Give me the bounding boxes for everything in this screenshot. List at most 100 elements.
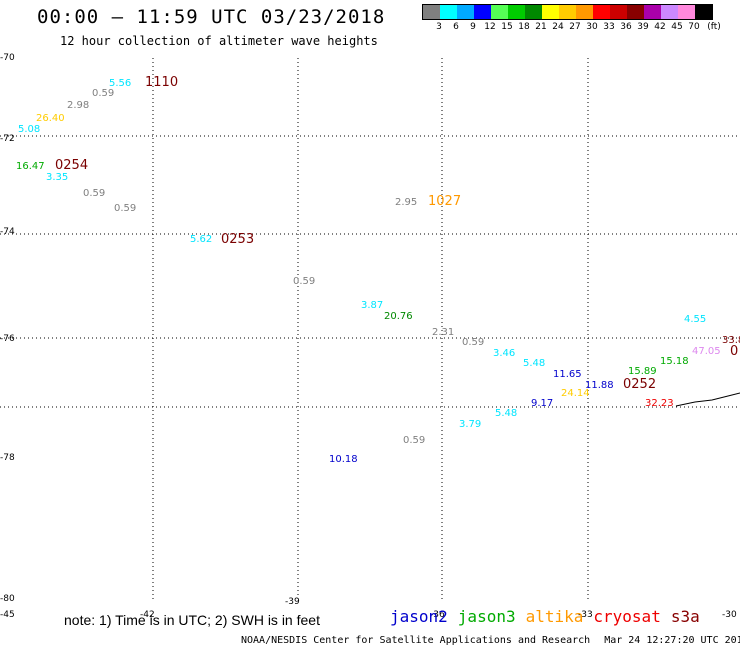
- data-point-label: 5.62: [190, 234, 212, 245]
- data-point-label: 11.88: [585, 380, 614, 391]
- legend-swatch: [593, 5, 610, 19]
- data-point-label: 4.55: [684, 314, 706, 325]
- legend-label: 9: [470, 22, 476, 32]
- legend-label: 3: [436, 22, 442, 32]
- legend-labels: 3 6 9 12 15 18 21 24 27 30 33 36 39 42 45 70 (ft): [422, 20, 721, 34]
- data-point-label: 15.18: [660, 356, 689, 367]
- legend-swatch: [508, 5, 525, 19]
- credit-text: NOAA/NESDIS Center for Satellite Applica…: [241, 635, 591, 646]
- data-point-label: 10.18: [329, 454, 358, 465]
- legend-label: 45: [671, 22, 683, 32]
- data-point-label: 5.48: [495, 408, 517, 419]
- data-point-label: 1027: [428, 194, 461, 209]
- data-point-label: 0252: [623, 377, 656, 392]
- lon-tick-label: -33: [578, 610, 593, 620]
- color-legend: 3 6 9 12 15 18 21 24 27 30 33 36 39 42 45 70 (ft): [422, 4, 721, 34]
- lat-tick-label: -78: [0, 453, 15, 463]
- data-point-label: 0: [730, 344, 738, 359]
- credit-line: NOAA/NESDIS Center for Satellite Applica…: [241, 635, 740, 646]
- data-point-label: 5.56: [109, 78, 131, 89]
- legend-swatch: [491, 5, 508, 19]
- data-point-label: 2.95: [395, 197, 417, 208]
- data-point-label: 0.59: [462, 337, 484, 348]
- lon-tick-label: -36: [430, 610, 445, 620]
- data-point-label: 3.35: [46, 172, 68, 183]
- legend-swatch: [644, 5, 661, 19]
- coastline: [675, 392, 740, 407]
- data-point-label: 9.17: [531, 398, 553, 409]
- data-point-label: 32.23: [645, 398, 674, 409]
- satellite-jason3: jason3: [457, 607, 516, 626]
- satellite-altika: altika: [525, 607, 584, 626]
- lat-tick-label: -80: [0, 594, 15, 604]
- legend-label: 12: [484, 22, 496, 32]
- legend-label: 18: [518, 22, 530, 32]
- timestamp: Mar 24 12:27:20 UTC 2018: [604, 635, 740, 646]
- legend-label: 39: [637, 22, 649, 32]
- data-point-label: 15.89: [628, 366, 657, 377]
- data-point-label: 26.40: [36, 113, 65, 124]
- data-point-label: 0.59: [92, 88, 114, 99]
- data-point-label: 0.59: [83, 188, 105, 199]
- lat-tick-label: -70: [0, 53, 15, 63]
- legend-swatch: [610, 5, 627, 19]
- satellite-legend: jason2 jason3 altika cryosat s3a: [390, 607, 710, 626]
- satellite-cryosat: cryosat: [593, 607, 661, 626]
- lat-tick-label: -72: [0, 134, 15, 144]
- legend-label: 70: [688, 22, 700, 32]
- lon-tick-label: -42: [140, 610, 155, 620]
- note-text: note: 1) Time is in UTC; 2) SWH is in fe…: [64, 612, 320, 628]
- legend-swatch: [440, 5, 457, 19]
- legend-swatch: [678, 5, 695, 19]
- legend-label: 30: [586, 22, 598, 32]
- data-point-label: 20.76: [384, 311, 413, 322]
- legend-label: 15: [501, 22, 513, 32]
- legend-swatch: [423, 5, 440, 19]
- data-point-label: 2.31: [432, 327, 454, 338]
- legend-swatch: [695, 5, 712, 19]
- legend-swatch: [661, 5, 678, 19]
- data-point-label: 2.98: [67, 100, 89, 111]
- legend-label: 42: [654, 22, 666, 32]
- legend-swatch: [542, 5, 559, 19]
- data-point-label: 0.59: [114, 203, 136, 214]
- lon-tick-label: -45: [0, 610, 15, 620]
- lon-tick-label: -30: [722, 610, 737, 620]
- data-point-label: 0.59: [293, 276, 315, 287]
- legend-label: 21: [535, 22, 547, 32]
- data-point-label: 47.05: [692, 346, 721, 357]
- legend-label: 36: [620, 22, 632, 32]
- data-point-label: 5.08: [18, 124, 40, 135]
- legend-swatches: [422, 4, 713, 20]
- legend-swatch: [559, 5, 576, 19]
- lat-tick-label: -76: [0, 334, 15, 344]
- chart-subtitle: 12 hour collection of altimeter wave hei…: [60, 34, 378, 48]
- satellite-jason2: jason2: [390, 607, 448, 626]
- legend-label: 24: [552, 22, 564, 32]
- lat-tick-label: -74: [0, 227, 15, 237]
- data-point-label: 3.87: [361, 300, 383, 311]
- data-point-label: 16.47: [16, 161, 45, 172]
- data-point-label: 0253: [221, 232, 254, 247]
- legend-unit: (ft): [707, 22, 721, 32]
- data-point-label: 5.48: [523, 358, 545, 369]
- legend-label: 33: [603, 22, 615, 32]
- legend-swatch: [576, 5, 593, 19]
- legend-swatch: [627, 5, 644, 19]
- legend-label: 27: [569, 22, 581, 32]
- satellite-s3a: s3a: [670, 607, 700, 626]
- data-point-label: 1110: [145, 75, 178, 90]
- legend-label: 6: [453, 22, 459, 32]
- legend-swatch: [525, 5, 542, 19]
- data-point-label: 33.8: [722, 335, 740, 346]
- data-point-label: 3.79: [459, 419, 481, 430]
- data-point-label: 0254: [55, 158, 88, 173]
- data-point-label: 24.14: [561, 388, 590, 399]
- lon-tick-label: -39: [285, 597, 300, 607]
- legend-swatch: [474, 5, 491, 19]
- data-point-label: 0.59: [403, 435, 425, 446]
- data-point-label: 11.65: [553, 369, 582, 380]
- data-point-label: 3.46: [493, 348, 515, 359]
